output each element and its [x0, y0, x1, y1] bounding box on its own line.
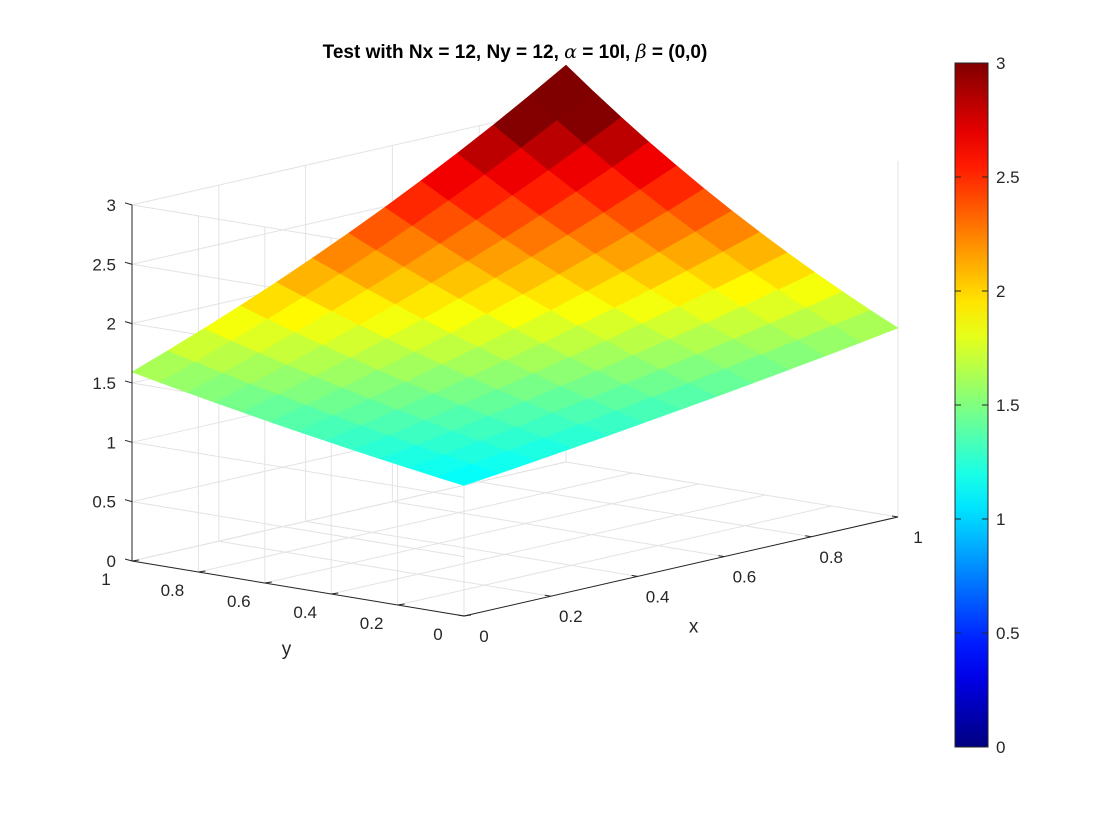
- colorbar-tick-label-0: 0: [996, 738, 1005, 757]
- colorbar: 0 0.5 1 1.5 2 2.5 3: [954, 54, 1020, 757]
- y-tick-label-0: 0: [433, 625, 442, 644]
- x-axis-label: x: [689, 616, 699, 637]
- x-tick-label-3: 0.6: [733, 568, 757, 587]
- x-tick-label-5: 1: [913, 528, 922, 547]
- colorbar-tick-label-2: 1: [996, 510, 1005, 529]
- z-tick-label-1: 0.5: [92, 493, 116, 512]
- z-tick-label-4: 2: [107, 315, 116, 334]
- z-tick-5: [124, 261, 133, 265]
- wall-y1-grid-z-6: [131, 105, 567, 206]
- x-tick-label-2: 0.4: [646, 587, 670, 606]
- wall-x0-grid-z-2: [131, 441, 465, 498]
- z-tick-6: [124, 202, 133, 206]
- y-tick-2: [331, 592, 339, 595]
- y-tick-label-3: 0.6: [227, 592, 251, 611]
- y-tick-label-1: 0.2: [360, 614, 384, 633]
- y-tick-label-2: 0.4: [293, 603, 317, 622]
- title-alpha-value: = 10I,: [577, 42, 636, 63]
- floor-grid-x-5: [565, 461, 899, 518]
- x-tick-1: [544, 594, 551, 597]
- title-alpha-symbol: α: [564, 41, 577, 63]
- x-tick-3: [718, 555, 725, 558]
- z-tick-3: [124, 380, 133, 384]
- floor-grid-x-4: [479, 481, 812, 538]
- z-tick-label-2: 1: [107, 433, 116, 452]
- surface-patch-11-0: [833, 309, 899, 343]
- chart-title: Test with Nx = 12, Ny = 12, α = 10I, β =…: [323, 41, 708, 63]
- z-tick-label-5: 2.5: [92, 255, 116, 274]
- colorbar-tick-label-1: 0.5: [996, 624, 1020, 643]
- z-tick-2: [124, 439, 133, 443]
- colorbar-tick-label-5: 2.5: [996, 168, 1020, 187]
- floor-grid-y-3: [264, 483, 699, 584]
- x-tick-4: [805, 535, 812, 538]
- floor-grid-y-4: [198, 472, 633, 573]
- z-tick-1: [124, 499, 133, 503]
- x-tick-5: [891, 515, 899, 518]
- x-axis-line: [463, 516, 899, 617]
- x-tick-label-4: 0.8: [819, 548, 843, 567]
- colorbar-tick-label-6: 3: [996, 54, 1005, 73]
- colorbar-tick-label-4: 2: [996, 282, 1005, 301]
- floor-grid-y-2: [331, 494, 766, 595]
- y-tick-3: [264, 581, 272, 584]
- x-tick-label-1: 0.2: [559, 607, 583, 626]
- y-tick-1: [397, 603, 405, 606]
- floor-grid-x-1: [218, 540, 551, 597]
- floor-grid-x-3: [392, 501, 725, 558]
- floor-grid-y-1: [397, 505, 832, 606]
- z-tick-label-6: 3: [107, 196, 116, 215]
- x-tick-label-0: 0: [479, 627, 488, 646]
- colorbar-tick-label-3: 1.5: [996, 396, 1020, 415]
- y-tick-4: [198, 570, 206, 573]
- z-tick-label-3: 1.5: [92, 374, 116, 393]
- z-tick-0: [124, 558, 133, 562]
- y-tick-0: [463, 614, 472, 617]
- x-tick-2: [631, 574, 638, 577]
- axes: 00.20.40.60.8100.20.40.60.8100.511.522.5…: [92, 196, 922, 660]
- x-tick-0: [457, 614, 465, 617]
- z-tick-4: [124, 321, 133, 325]
- wall-y1-grid-z-0: [131, 461, 567, 562]
- title-prefix: Test with Nx = 12, Ny = 12,: [323, 42, 564, 63]
- surface: [131, 64, 899, 486]
- y-tick-label-4: 0.8: [161, 581, 185, 600]
- y-tick-5: [131, 559, 140, 562]
- z-tick-label-0: 0: [107, 552, 116, 571]
- title-beta-value: = (0,0): [647, 42, 708, 63]
- y-axis-label: y: [282, 639, 292, 660]
- y-tick-label-5: 1: [101, 570, 110, 589]
- title-beta-symbol: β: [635, 41, 647, 63]
- y-axis-line: [131, 560, 465, 617]
- wall-x0-grid-z-1: [131, 501, 465, 558]
- floor-grid-x-2: [305, 520, 638, 577]
